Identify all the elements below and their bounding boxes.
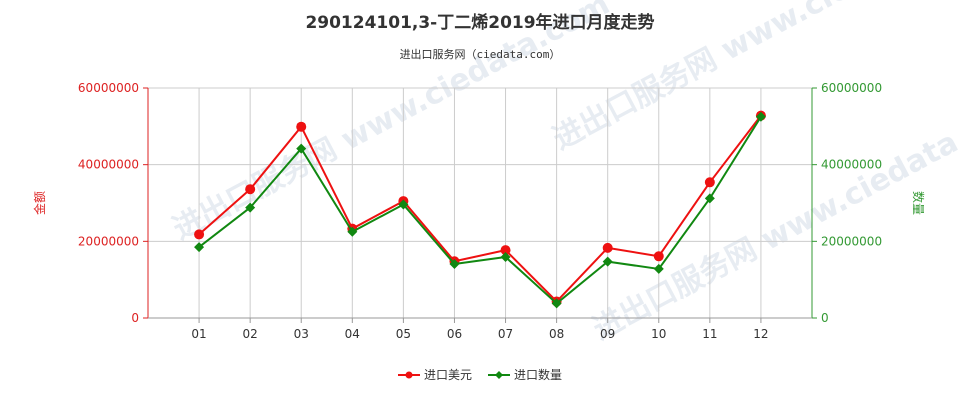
- data-point: [602, 242, 613, 253]
- data-point: [245, 202, 256, 213]
- legend-item: 进口数量: [488, 367, 562, 382]
- data-point: [704, 193, 715, 204]
- y-tick-label-right: 20000000: [821, 234, 882, 248]
- series-line: [198, 114, 762, 303]
- y-tick-label-left: 20000000: [78, 234, 139, 248]
- y-tick-label-left: 0: [131, 311, 139, 325]
- data-point: [296, 143, 307, 154]
- chart-subtitle: 进出口服务网（ciedata.com）: [400, 47, 561, 61]
- x-tick-label: 10: [651, 327, 666, 341]
- legend-label: 进口美元: [424, 368, 472, 382]
- series-line: [198, 116, 762, 305]
- x-tick-label: 03: [294, 327, 309, 341]
- x-tick-label: 02: [243, 327, 258, 341]
- watermark-text: 进出口服务网 www.ciedata.com: [587, 87, 960, 347]
- data-point: [500, 252, 511, 263]
- data-point: [398, 199, 409, 210]
- data-point: [704, 177, 715, 188]
- data-point: [449, 258, 460, 269]
- y-tick-label-left: 40000000: [78, 158, 139, 172]
- chart-title: 290124101,3-丁二烯2019年进口月度走势: [305, 12, 654, 33]
- y-tick-label-left: 60000000: [78, 81, 139, 95]
- data-point: [194, 242, 205, 253]
- series-2: [194, 111, 766, 309]
- legend-item: 进口美元: [398, 368, 472, 382]
- y-axis-left-label: 金额: [32, 191, 47, 215]
- data-point: [653, 263, 664, 274]
- data-point: [551, 298, 562, 309]
- x-tick-label: 05: [396, 327, 411, 341]
- x-tick-label: 12: [753, 327, 768, 341]
- x-tick-label: 09: [600, 327, 615, 341]
- axes: [147, 88, 813, 319]
- y-ticks-right: 0 20000000 40000000 60000000: [812, 81, 882, 325]
- data-point: [653, 251, 664, 262]
- data-point: [602, 256, 613, 267]
- data-point: [500, 245, 511, 256]
- y-ticks-left: 0 20000000 40000000 60000000: [78, 81, 148, 325]
- x-tick-label: 08: [549, 327, 564, 341]
- x-tick-label: 01: [191, 327, 206, 341]
- data-point: [347, 226, 358, 237]
- data-point: [194, 229, 205, 240]
- y-axis-right-label: 数量: [911, 191, 926, 215]
- data-point: [296, 121, 307, 132]
- x-ticks: 01 02 03 04 05 06 07 08 09 10 11 12: [191, 318, 769, 341]
- data-point: [245, 184, 256, 195]
- legend-marker: [405, 371, 413, 379]
- x-tick-label: 06: [447, 327, 462, 341]
- x-tick-label: 04: [345, 327, 360, 341]
- legend-label: 进口数量: [514, 367, 562, 382]
- x-tick-label: 07: [498, 327, 513, 341]
- y-tick-label-right: 0: [821, 311, 829, 325]
- y-tick-label-right: 40000000: [821, 158, 882, 172]
- x-tick-label: 11: [702, 327, 717, 341]
- y-tick-label-right: 60000000: [821, 81, 882, 95]
- legend: 进口美元 进口数量: [398, 367, 562, 382]
- data-point: [755, 111, 766, 122]
- legend-marker: [495, 371, 503, 379]
- series: [194, 110, 766, 309]
